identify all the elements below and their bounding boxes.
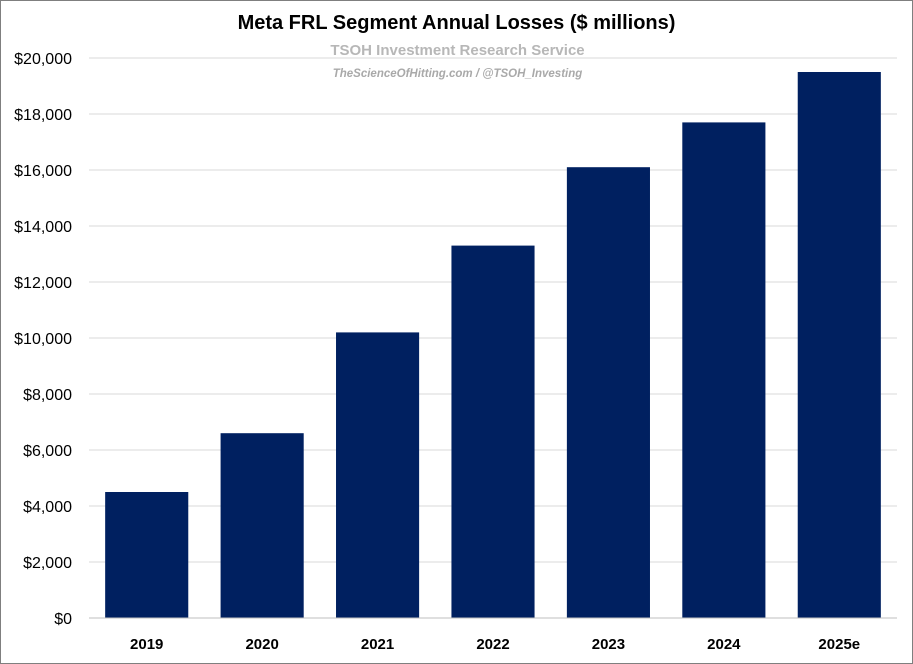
y-tick-label: $8,000 [23, 387, 72, 404]
bar [682, 122, 766, 619]
y-tick-label: $18,000 [14, 107, 72, 124]
y-tick-label: $0 [54, 611, 72, 628]
x-category-label: 2023 [592, 636, 625, 653]
y-tick-label: $4,000 [23, 499, 72, 516]
x-category-label: 2020 [245, 636, 278, 653]
watermark-subtext: TheScienceOfHitting.com / @TSOH_Investin… [332, 68, 583, 80]
x-category-label: 2022 [476, 636, 509, 653]
y-tick-label: $14,000 [14, 219, 72, 236]
y-tick-label: $10,000 [14, 331, 72, 348]
y-tick-label: $20,000 [14, 51, 72, 68]
bar [105, 492, 189, 618]
bar [797, 72, 881, 618]
bar [220, 433, 304, 618]
x-category-label: 2025e [818, 636, 860, 653]
y-tick-label: $6,000 [23, 443, 72, 460]
bar [451, 245, 535, 618]
bar [566, 167, 650, 618]
x-category-label: 2024 [707, 636, 741, 653]
y-tick-label: $2,000 [23, 555, 72, 572]
y-tick-label: $16,000 [14, 163, 72, 180]
y-tick-label: $12,000 [14, 275, 72, 292]
x-category-label: 2021 [361, 636, 394, 653]
x-category-label: 2019 [130, 636, 163, 653]
watermark-text: TSOH Investment Research Service [330, 42, 585, 59]
chart-title: Meta FRL Segment Annual Losses ($ millio… [237, 12, 676, 34]
bar [336, 332, 420, 618]
